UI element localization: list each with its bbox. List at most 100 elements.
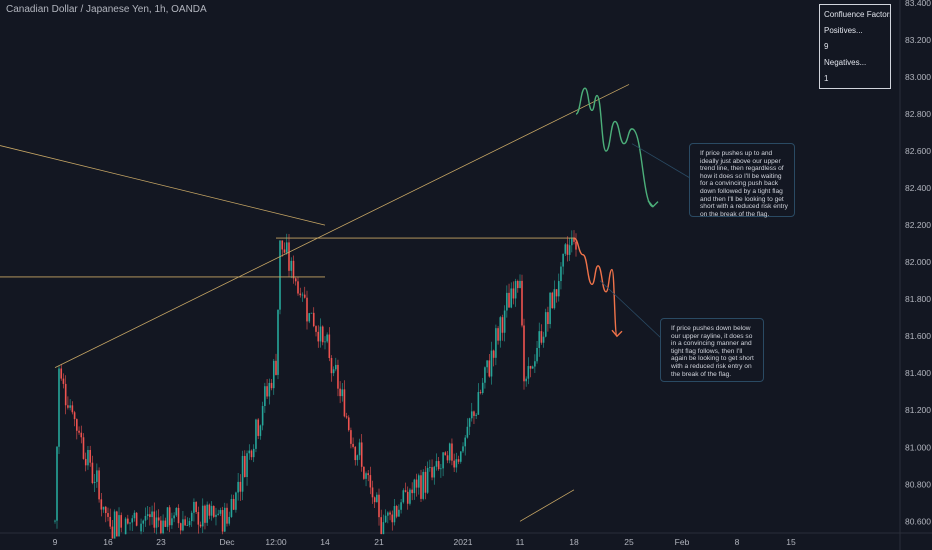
candle-body <box>76 419 78 431</box>
candle-body <box>270 382 273 389</box>
upper-note-connector <box>631 143 691 179</box>
candle-body <box>197 512 200 525</box>
candle-body <box>459 451 462 462</box>
candle-body <box>503 310 506 333</box>
candle-body <box>190 512 193 522</box>
candle-body <box>435 461 438 467</box>
candle-body <box>244 455 246 478</box>
candle-body <box>175 507 178 516</box>
candle-body <box>264 386 266 407</box>
candle-body <box>477 392 480 415</box>
candle-body <box>252 448 255 458</box>
candle-layer <box>54 230 577 539</box>
candle-body <box>499 317 502 341</box>
candle-body <box>398 509 400 517</box>
candle-body <box>285 242 288 253</box>
candle-body <box>177 507 180 524</box>
candle-body <box>67 405 69 408</box>
x-tick-label: 18 <box>569 537 579 547</box>
positives-label: Positives... <box>824 26 863 35</box>
candle-body <box>259 425 262 436</box>
candle-body <box>193 501 195 513</box>
candle-body <box>534 361 536 367</box>
candle-body <box>521 280 523 326</box>
negatives-label: Negatives... <box>824 58 867 67</box>
candle-body <box>481 382 484 393</box>
candle-body <box>404 490 407 492</box>
candle-body <box>510 288 513 308</box>
candle-body <box>246 453 248 478</box>
candle-body <box>78 430 80 433</box>
candle-body <box>466 426 469 438</box>
candle-body <box>162 520 164 534</box>
candle-body <box>201 505 204 527</box>
candle-body <box>321 326 324 343</box>
y-tick-label: 80.800 <box>905 479 931 489</box>
candle-body <box>266 386 268 397</box>
candle-body <box>91 462 94 484</box>
candle-body <box>116 511 118 537</box>
candle-body <box>257 419 259 436</box>
candle-body <box>406 491 409 504</box>
candle-body <box>330 358 333 374</box>
confluence-box[interactable]: Confluence Factors... Positives... 9 Neg… <box>819 4 891 89</box>
candle-body <box>288 242 290 271</box>
candle-body <box>352 443 354 447</box>
candle-body <box>166 507 169 527</box>
y-axis-labels: 83.400 83.200 83.000 82.800 82.600 82.400 82.2… <box>905 0 931 526</box>
candle-body <box>157 517 160 521</box>
y-tick-label: 82.400 <box>905 183 931 193</box>
candle-body <box>268 382 271 397</box>
x-tick-label: 23 <box>156 537 166 547</box>
candle-body <box>283 249 286 253</box>
x-tick-label: 8 <box>735 537 740 547</box>
candle-body <box>506 292 508 311</box>
candle-body <box>508 292 510 308</box>
candle-body <box>241 455 244 492</box>
candle-body <box>328 334 331 359</box>
candle-body <box>549 292 551 325</box>
candle-body <box>382 522 385 535</box>
candle-body <box>553 289 556 309</box>
x-tick-label: 25 <box>624 537 634 547</box>
candle-body <box>542 336 545 343</box>
candle-body <box>120 515 123 528</box>
candle-body <box>555 289 558 297</box>
candle-body <box>144 515 147 521</box>
candle-body <box>446 455 449 461</box>
candle-body <box>250 450 253 458</box>
candle-body <box>261 406 264 426</box>
x-tick-label: 11 <box>516 537 525 547</box>
trend-line-layer <box>0 84 630 522</box>
candle-body <box>536 347 538 362</box>
candle-body <box>444 452 447 456</box>
candle-body <box>104 506 107 514</box>
candle-body <box>171 518 173 526</box>
candle-body <box>462 446 464 452</box>
lower-projection-arrowhead <box>611 329 623 338</box>
candle-body <box>173 515 175 519</box>
candle-body <box>62 378 65 384</box>
candle-body <box>431 467 433 478</box>
candle-body <box>212 506 215 517</box>
lower-annotation-note[interactable]: If price pushes down below our upper ray… <box>660 318 764 382</box>
x-tick-label: 21 <box>374 537 384 547</box>
candle-body <box>335 364 337 370</box>
candle-body <box>215 514 217 517</box>
candle-body <box>440 468 442 470</box>
upper-annotation-note[interactable]: If price pushes up to and ideally just a… <box>689 143 795 218</box>
candle-body <box>525 378 527 382</box>
y-tick-label: 81.800 <box>905 294 931 304</box>
projection-layer <box>573 87 691 339</box>
candle-body <box>417 475 420 488</box>
candle-body <box>303 294 306 298</box>
candle-body <box>420 475 422 499</box>
candle-body <box>409 489 411 504</box>
candle-body <box>488 360 491 377</box>
candle-body <box>387 512 389 516</box>
candle-body <box>186 525 189 526</box>
y-tick-label: 81.600 <box>905 331 931 341</box>
candle-body <box>529 366 532 369</box>
